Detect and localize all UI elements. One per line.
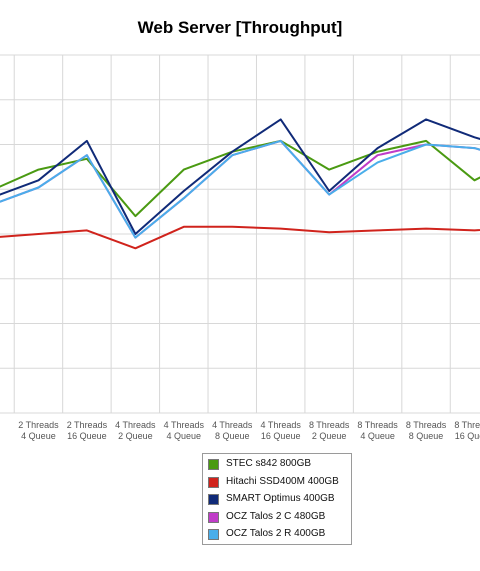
x-tick-label: 2 Queue — [312, 431, 347, 441]
x-tick-label: 8 Threads — [309, 420, 350, 430]
legend-item: Hitachi SSD400M 400GB — [203, 474, 353, 492]
legend-item: OCZ Talos 2 R 400GB — [203, 526, 353, 544]
x-tick-label: 4 Threads — [261, 420, 302, 430]
x-tick-label: 4 Threads — [115, 420, 156, 430]
legend-swatch — [208, 511, 219, 523]
legend-swatch — [208, 494, 219, 505]
x-tick-label: 2 Queue — [118, 431, 153, 441]
legend-label: STEC s842 800GB — [226, 458, 312, 469]
legend-label: Hitachi SSD400M 400GB — [226, 475, 339, 487]
legend-item: OCZ Talos 2 C 480GB — [203, 509, 353, 527]
x-tick-label: 4 Queue — [360, 431, 395, 441]
chart-title: Web Server [Throughput] — [137, 18, 343, 37]
x-tick-label: 8 Queue — [215, 431, 250, 441]
x-tick-label: 4 Queue — [167, 431, 202, 441]
x-tick-label: 4 Threads — [212, 420, 253, 430]
x-tick-label: 16 Queue — [67, 431, 107, 441]
legend-swatch — [208, 459, 219, 470]
x-tick-label: 4 Threads — [164, 420, 205, 430]
x-tick-label: 8 Threads — [357, 420, 398, 430]
legend-item: STEC s842 800GB — [203, 456, 353, 474]
x-tick-label: 2 Threads — [67, 420, 108, 430]
x-tick-label: 2 Threads — [18, 420, 59, 430]
legend-item: SMART Optimus 400GB — [203, 491, 353, 509]
series-line-2 — [0, 225, 480, 250]
legend-swatch — [208, 476, 219, 488]
x-tick-label: 8 Queue — [409, 431, 444, 441]
legend-label: OCZ Talos 2 C 480GB — [226, 510, 326, 522]
x-tick-label: 8 Threads — [454, 420, 480, 430]
series-line-5 — [0, 139, 480, 239]
legend-label: SMART Optimus 400GB — [226, 493, 335, 504]
legend-label: OCZ Talos 2 R 400GB — [226, 528, 326, 539]
x-tick-label: 8 Threads — [406, 420, 447, 430]
x-tick-label: 4 Queue — [21, 431, 56, 441]
legend: STEC s842 800GB Hitachi SSD400M 400GB SMAR… — [202, 453, 352, 545]
legend-swatch — [208, 529, 219, 540]
series-line-3 — [0, 118, 480, 235]
x-tick-label: 16 Queue — [261, 431, 301, 441]
x-tick-label: 16 Queue — [455, 431, 480, 441]
